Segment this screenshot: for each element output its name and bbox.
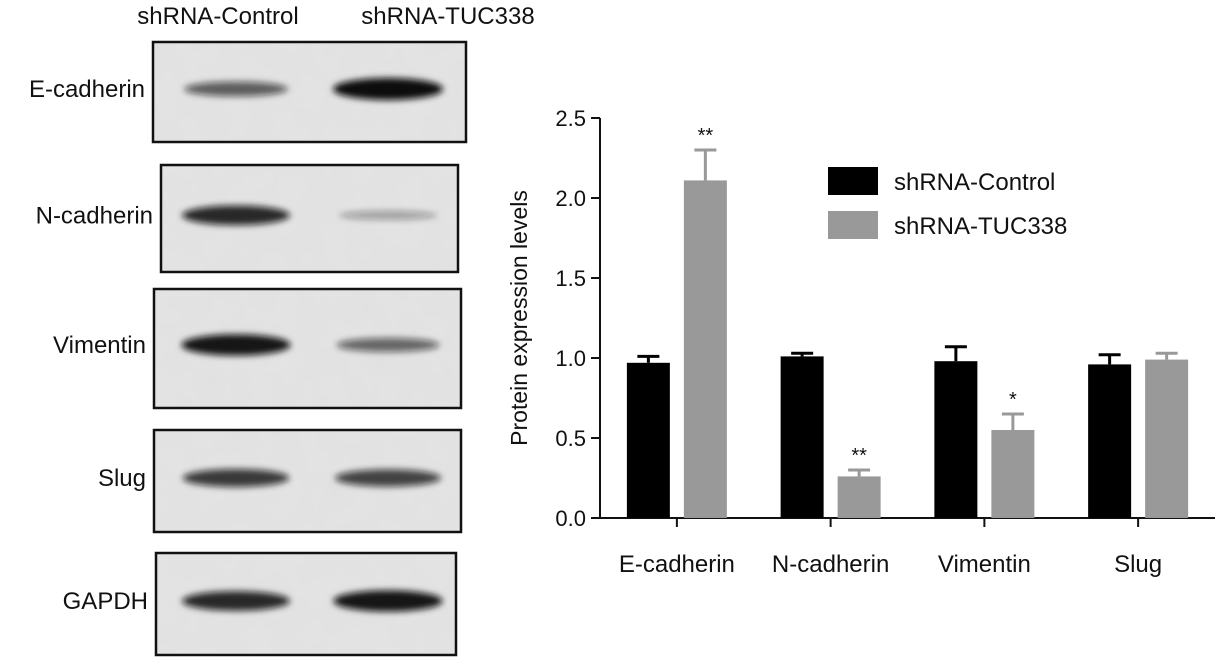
blot-row-e-cadherin: E-cadherin: [29, 40, 468, 144]
band-gapdh-lane-2: [333, 590, 443, 612]
band-vimentin-lane-1: [181, 334, 291, 356]
protein-label-gapdh: GAPDH: [63, 588, 148, 615]
blot-frame: [152, 428, 463, 534]
band-e-cadherin-lane-1: [184, 81, 288, 97]
protein-label-n-cadherin: N-cadherin: [36, 202, 153, 229]
x-category-label-e-cadherin: E-cadherin: [619, 551, 735, 578]
significance-marker-n-cadherin: **: [851, 445, 867, 467]
bar-shrna-control-n-cadherin: [780, 356, 824, 518]
band-n-cadherin-lane-2: [338, 210, 438, 220]
blot-frame: [152, 287, 463, 410]
x-category-label-slug: Slug: [1114, 551, 1162, 578]
blot-row-n-cadherin: N-cadherin: [36, 163, 460, 274]
significance-marker-e-cadherin: **: [698, 125, 714, 147]
legend-label-shrna-tuc338: shRNA-TUC338: [894, 213, 1067, 240]
y-tick-label: 0.0: [555, 506, 586, 531]
western-blot-panel: shRNA-Control shRNA-TUC338 E-cadherin N-c…: [29, 3, 535, 657]
legend-swatch-shrna-control: [828, 167, 878, 195]
legend: shRNA-Control shRNA-TUC338: [828, 167, 1067, 240]
band-n-cadherin-lane-1: [182, 205, 290, 226]
legend-label-shrna-control: shRNA-Control: [894, 169, 1055, 196]
bar-shrna-control-e-cadherin: [626, 362, 670, 518]
band-slug-lane-2: [335, 469, 441, 487]
y-tick-label: 1.0: [555, 346, 586, 371]
protein-label-e-cadherin: E-cadherin: [29, 76, 145, 103]
bar-shrna-control-slug: [1088, 364, 1132, 518]
blot-row-gapdh: GAPDH: [63, 551, 458, 657]
blot-row-vimentin: Vimentin: [53, 287, 463, 410]
significance-marker-vimentin: *: [1009, 389, 1017, 411]
blot-frame: [151, 40, 468, 144]
protein-label-slug: Slug: [98, 465, 146, 492]
y-tick-label: 2.5: [555, 106, 586, 131]
y-tick-label: 2.0: [555, 186, 586, 211]
blot-frame: [154, 551, 458, 657]
y-tick-label: 0.5: [555, 426, 586, 451]
lane-label-control: shRNA-Control: [137, 3, 298, 30]
band-slug-lane-1: [182, 468, 290, 487]
bar-shrna-control-vimentin: [934, 361, 978, 518]
protein-label-vimentin: Vimentin: [53, 332, 146, 359]
y-axis-title: Protein expression levels: [506, 190, 532, 446]
x-category-label-vimentin: Vimentin: [938, 551, 1031, 578]
band-vimentin-lane-2: [336, 337, 440, 352]
lane-label-tuc338: shRNA-TUC338: [361, 3, 534, 30]
band-e-cadherin-lane-2: [333, 78, 443, 100]
blot-row-slug: Slug: [98, 428, 463, 534]
blot-frame: [159, 163, 460, 274]
y-tick-label: 1.5: [555, 266, 586, 291]
bar-shrna-tuc338-e-cadherin: [683, 180, 727, 518]
bar-chart-panel: Protein expression levels 0.0 0.5 1.0 1.5 2.…: [506, 106, 1215, 578]
legend-swatch-shrna-tuc338: [828, 211, 878, 239]
bar-shrna-tuc338-vimentin: [991, 430, 1035, 518]
band-gapdh-lane-1: [182, 591, 290, 611]
x-category-label-n-cadherin: N-cadherin: [772, 551, 889, 578]
bar-shrna-tuc338-n-cadherin: [837, 476, 881, 518]
bar-shrna-tuc338-slug: [1145, 359, 1189, 518]
